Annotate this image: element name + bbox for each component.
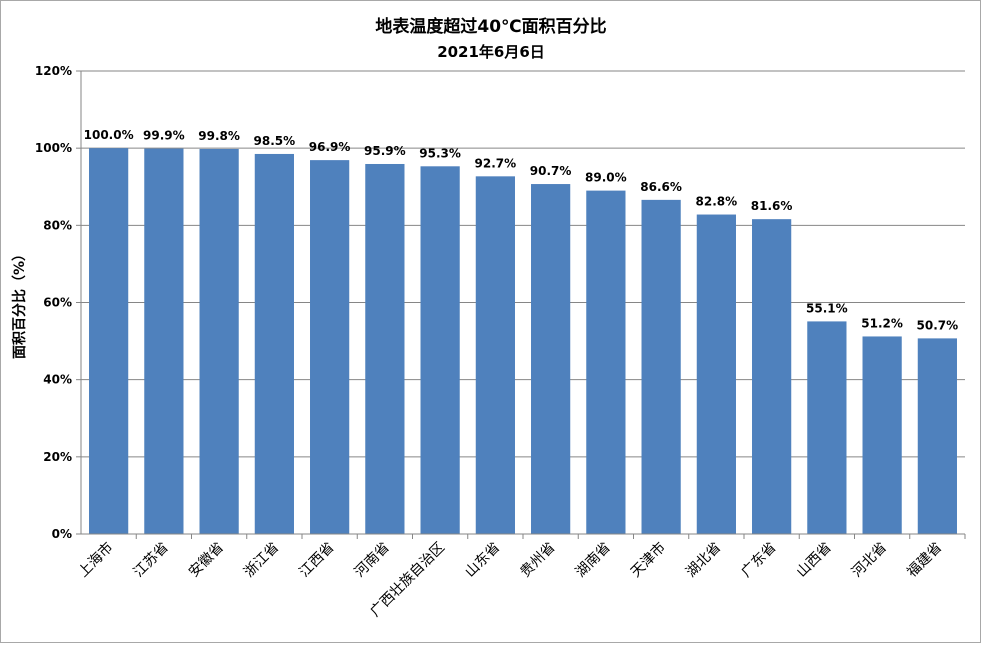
bars (89, 148, 957, 535)
data-label: 89.0% (585, 171, 627, 185)
x-tick-label: 安徽省 (186, 540, 227, 581)
x-tick-label: 湖北省 (683, 540, 724, 581)
x-tick-label: 上海市 (75, 539, 117, 581)
chart-title: 地表温度超过40℃面积百分比 (375, 16, 606, 37)
bar (475, 176, 515, 534)
data-label: 100.0% (84, 128, 134, 142)
data-label: 90.7% (530, 164, 572, 178)
x-tick-label: 广东省 (738, 540, 779, 581)
y-tick-label: 0% (52, 527, 72, 541)
bar (696, 214, 736, 534)
y-tick-label: 60% (43, 296, 72, 310)
chart-subtitle: 2021年6月6日 (437, 43, 545, 61)
bar (641, 199, 681, 534)
x-tick-label: 山西省 (794, 540, 835, 581)
bar (365, 163, 405, 534)
y-tick-label: 100% (35, 141, 72, 155)
data-labels: 100.0% 99.9% 99.8% 98.5% 96.9% 95.9% 95.3% 92.7… (84, 128, 959, 332)
x-tick-label: 福建省 (904, 540, 945, 581)
x-tick-label: 山东省 (462, 540, 503, 581)
data-label: 99.9% (143, 129, 185, 143)
bar (199, 148, 239, 534)
x-tick-label: 湖南省 (573, 540, 614, 581)
y-tick-label: 40% (43, 373, 72, 387)
bar (917, 338, 957, 534)
bar (310, 160, 350, 534)
data-label: 92.7% (475, 156, 517, 170)
bar (862, 336, 902, 534)
y-tick-label: 20% (43, 450, 72, 464)
data-label: 99.8% (198, 129, 240, 143)
data-label: 98.5% (254, 134, 296, 148)
data-label: 82.8% (696, 195, 738, 209)
x-tick-label: 江苏省 (131, 540, 172, 581)
bar (144, 148, 184, 535)
data-label: 81.6% (751, 199, 793, 213)
y-tick-label: 120% (35, 64, 72, 78)
bar (420, 166, 460, 534)
x-tick-label: 贵州省 (517, 540, 558, 581)
data-label: 95.3% (419, 146, 461, 160)
bar (807, 321, 847, 534)
bar (752, 219, 792, 534)
data-label: 50.7% (917, 318, 959, 332)
data-label: 51.2% (861, 316, 903, 330)
y-tick-label: 80% (43, 218, 72, 232)
x-tick-label: 江西省 (296, 540, 337, 581)
data-label: 96.9% (309, 140, 351, 154)
data-label: 95.9% (364, 144, 406, 158)
y-axis-tick-labels: 0% 20% 40% 60% 80% 100% 120% (35, 64, 72, 541)
bar (531, 184, 571, 534)
bar (586, 190, 626, 534)
x-tick-label: 天津市 (627, 539, 669, 581)
data-label: 86.6% (640, 180, 682, 194)
x-tick-label: 河北省 (849, 540, 890, 581)
bar (254, 153, 294, 534)
data-label: 55.1% (806, 301, 848, 315)
x-tick-label: 浙江省 (241, 540, 282, 581)
x-tick-label: 河南省 (352, 540, 393, 581)
bar (89, 148, 129, 534)
y-axis-label: 面积百分比（%） (11, 247, 28, 359)
